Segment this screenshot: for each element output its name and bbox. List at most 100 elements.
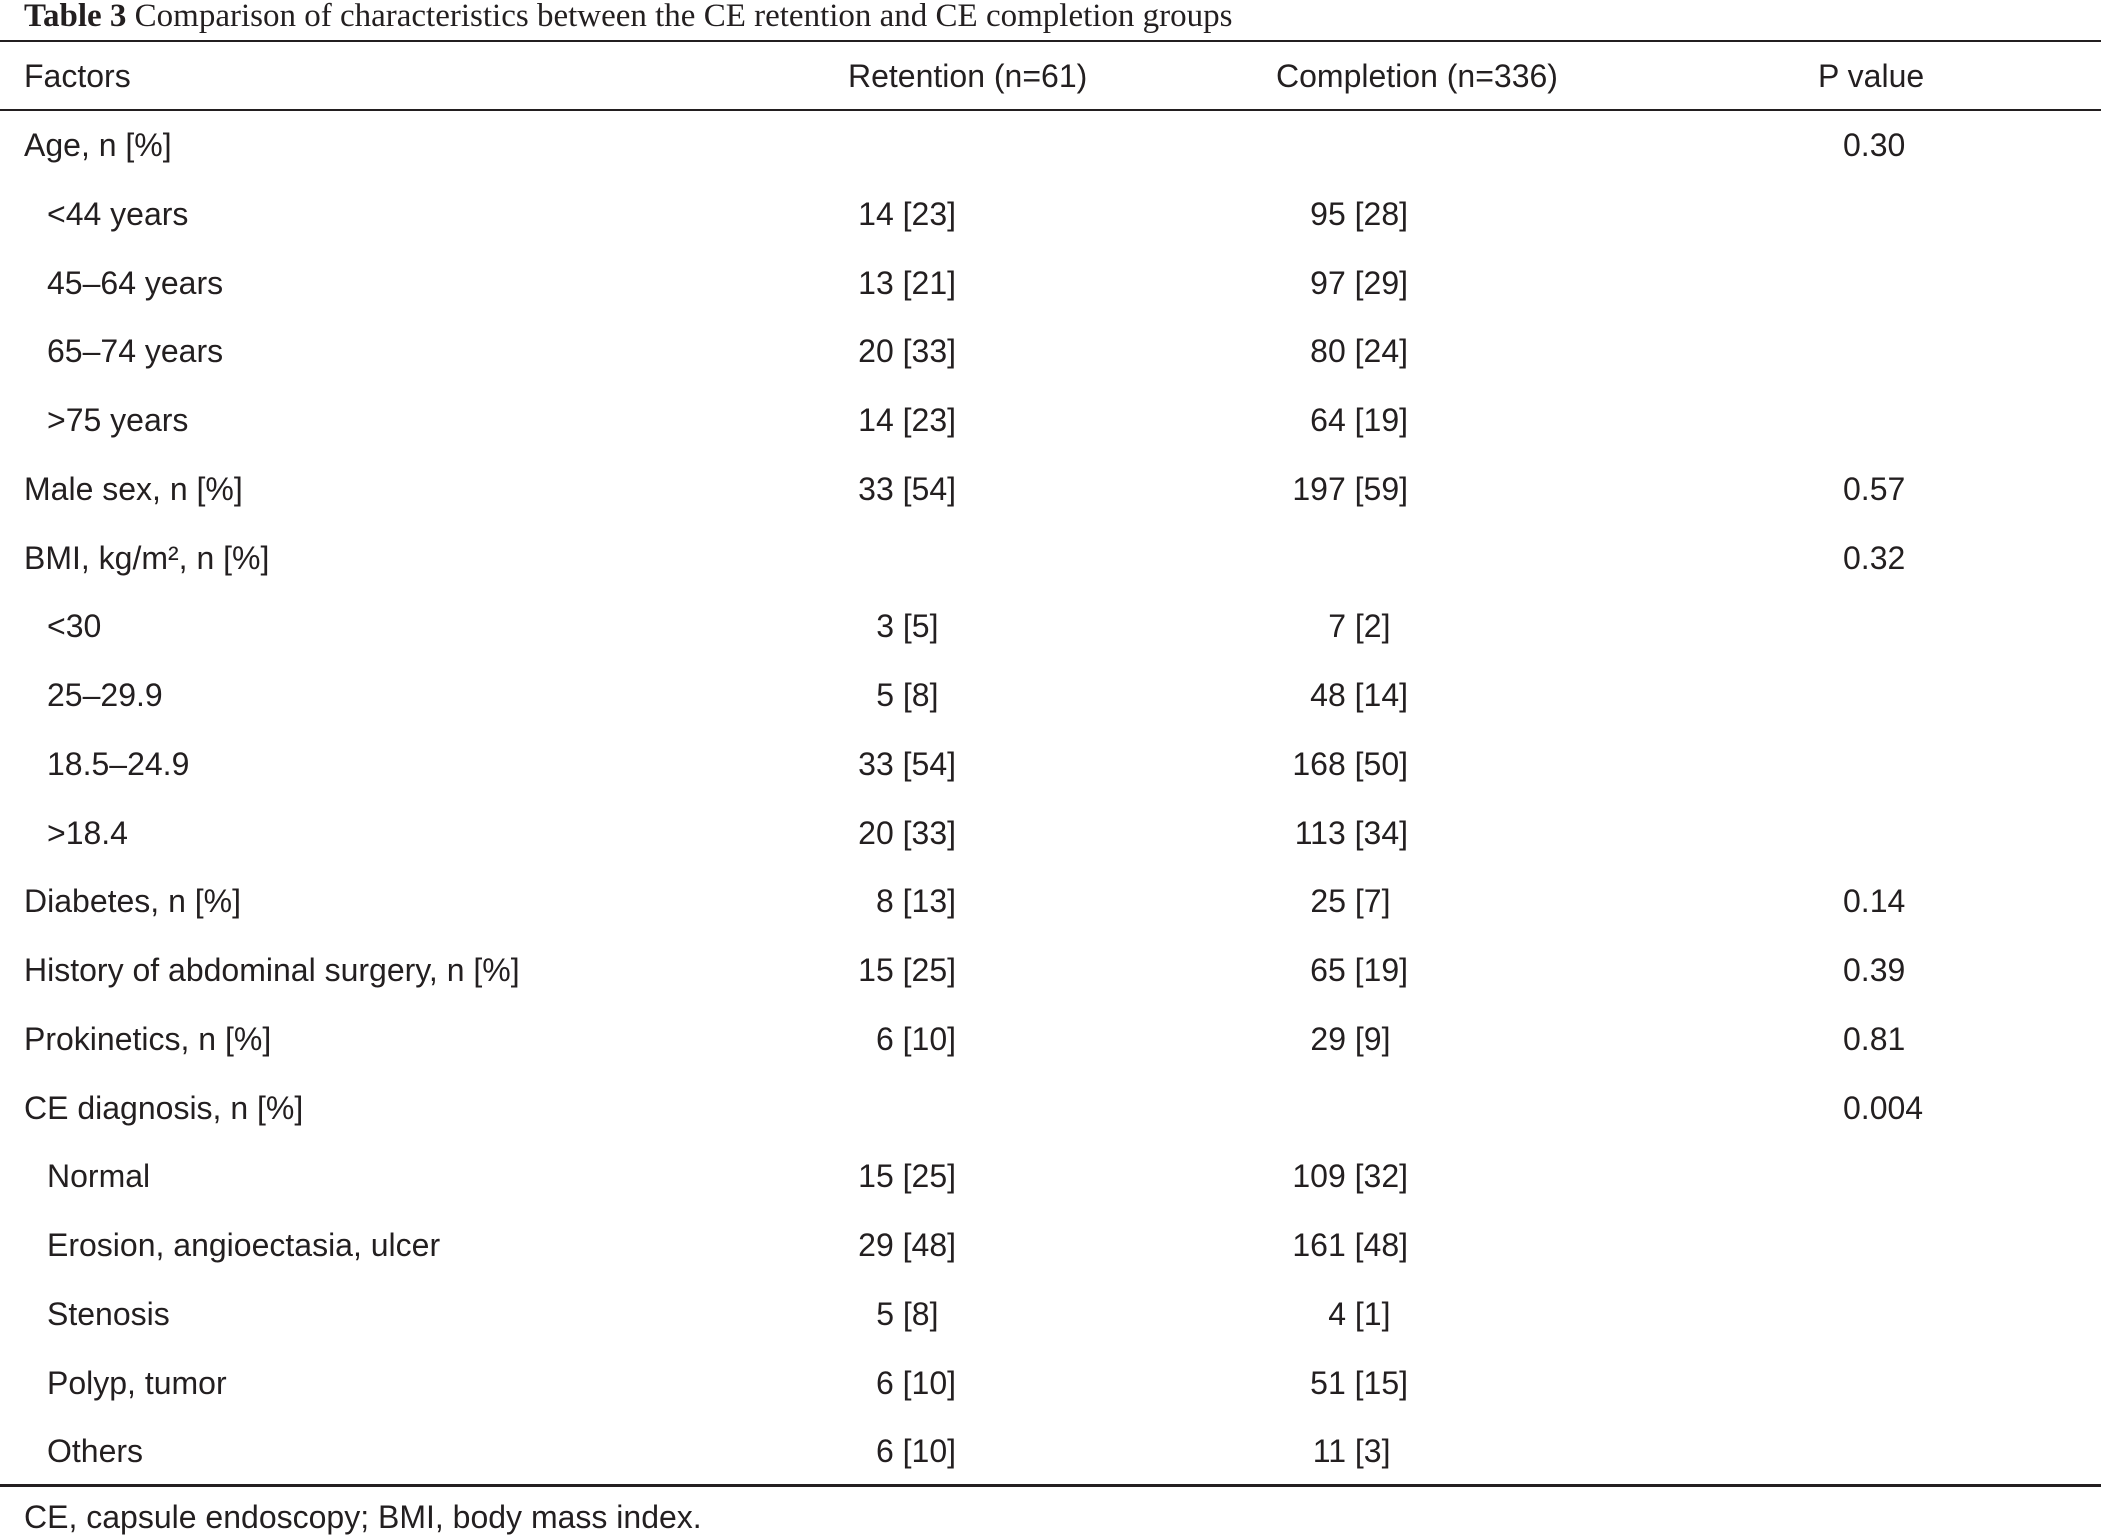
header-factors: Factors: [24, 58, 131, 94]
completion-cell: 11 [3]: [0, 1431, 1408, 1471]
percent-value: [29]: [1345, 265, 1408, 301]
count-value: 48: [1310, 677, 1346, 713]
count-value: 6: [875, 1021, 894, 1057]
count-value: 25: [1310, 883, 1346, 919]
count-value: 5: [876, 677, 894, 713]
count-value: 95: [1310, 196, 1346, 232]
completion-cell: 95 [28]: [0, 194, 1408, 234]
p-value-cell: 0.81: [1843, 1021, 1906, 1057]
percent-value: [10]: [893, 1021, 956, 1057]
percent-value: [34]: [1345, 815, 1408, 851]
factor-cell: Prokinetics, n [%]: [24, 1021, 272, 1057]
retention-cell: 5 [8]: [0, 675, 956, 715]
factor-cell: Others: [47, 1433, 144, 1469]
count-value: 15: [858, 952, 894, 988]
completion-cell: 97 [29]: [0, 263, 1408, 303]
count-value: 109: [1292, 1158, 1346, 1194]
count-value: 29: [1310, 1021, 1346, 1057]
count-value: 13: [858, 265, 894, 301]
factor-cell: >75 years: [47, 402, 189, 438]
retention-cell: 33 [54]: [0, 744, 956, 784]
retention-cell: 20 [33]: [0, 813, 956, 853]
percent-value: [8]: [894, 1296, 939, 1332]
table-caption-text: Comparison of characteristics between th…: [134, 0, 1233, 34]
percent-value: [48]: [1345, 1227, 1408, 1263]
retention-cell: 15 [25]: [0, 1156, 956, 1196]
completion-cell: [0, 1088, 1408, 1128]
count-value: 65: [1310, 952, 1346, 988]
completion-cell: [0, 125, 1408, 165]
percent-value: [15]: [1345, 1365, 1408, 1401]
retention-cell: 5 [8]: [0, 1294, 956, 1334]
retention-cell: 6 [10]: [0, 1363, 956, 1403]
percent-value: [7]: [1346, 883, 1391, 919]
count-value: 51: [1310, 1365, 1346, 1401]
completion-cell: 29 [9]: [0, 1019, 1408, 1059]
completion-cell: 109 [32]: [0, 1156, 1408, 1196]
header-p-value: P value: [1818, 58, 1925, 94]
completion-cell: 4 [1]: [0, 1294, 1408, 1334]
count-value: 161: [1292, 1227, 1346, 1263]
count-value: 33: [858, 746, 894, 782]
count-value: 15: [858, 1158, 894, 1194]
factor-cell: Polyp, tumor: [47, 1365, 227, 1401]
retention-cell: 6 [10]: [0, 1431, 956, 1471]
percent-value: [24]: [1345, 333, 1408, 369]
retention-cell: 6 [10]: [0, 1019, 956, 1059]
completion-cell: 51 [15]: [0, 1363, 1408, 1403]
percent-value: [25]: [893, 952, 956, 988]
retention-cell: 13 [21]: [0, 263, 956, 303]
top-rule: [0, 40, 2101, 42]
percent-value: [3]: [1346, 1433, 1391, 1469]
p-value-cell: 0.30: [1843, 127, 1906, 163]
factor-cell: Diabetes, n [%]: [24, 883, 241, 919]
percent-value: [21]: [893, 265, 956, 301]
count-value: 6: [875, 1365, 894, 1401]
retention-cell: 29 [48]: [0, 1225, 956, 1265]
percent-value: [1]: [1346, 1296, 1391, 1332]
percent-value: [2]: [1346, 608, 1391, 644]
percent-value: [13]: [893, 883, 956, 919]
factor-cell: 45–64 years: [47, 265, 224, 301]
factor-cell: 25–29.9: [47, 677, 163, 713]
completion-cell: [0, 538, 1408, 578]
count-value: 3: [876, 608, 894, 644]
percent-value: [48]: [893, 1227, 956, 1263]
count-value: 7: [1328, 608, 1346, 644]
header-completion: Completion (n=336): [1276, 58, 1558, 94]
count-value: 80: [1310, 333, 1346, 369]
p-value-cell: 0.57: [1843, 471, 1906, 507]
percent-value: [5]: [894, 608, 939, 644]
p-value-cell: 0.32: [1843, 540, 1906, 576]
count-value: 4: [1328, 1296, 1346, 1332]
factor-cell: 65–74 years: [47, 333, 224, 369]
factor-cell: Male sex, n [%]: [24, 471, 243, 507]
factor-cell: Normal: [47, 1158, 151, 1194]
p-value-cell: 0.004: [1843, 1090, 1924, 1126]
factor-cell: >18.4: [47, 815, 128, 851]
percent-value: [19]: [1345, 952, 1408, 988]
retention-cell: 33 [54]: [0, 469, 956, 509]
percent-value: [19]: [1345, 402, 1408, 438]
count-value: 64: [1310, 402, 1346, 438]
percent-value: [54]: [893, 471, 956, 507]
retention-cell: 14 [23]: [0, 400, 956, 440]
percent-value: [28]: [1345, 196, 1408, 232]
retention-cell: 20 [33]: [0, 331, 956, 371]
percent-value: [50]: [1345, 746, 1408, 782]
count-value: 14: [858, 402, 894, 438]
completion-cell: 197 [59]: [0, 469, 1408, 509]
percent-value: [9]: [1346, 1021, 1391, 1057]
completion-cell: 161 [48]: [0, 1225, 1408, 1265]
factor-cell: CE diagnosis, n [%]: [24, 1090, 304, 1126]
factor-cell: Age, n [%]: [24, 127, 172, 163]
completion-cell: 48 [14]: [0, 675, 1408, 715]
percent-value: [33]: [893, 815, 956, 851]
bottom-rule: [0, 1484, 2101, 1487]
count-value: 29: [858, 1227, 894, 1263]
count-value: 33: [858, 471, 894, 507]
table-caption-label: Table 3: [24, 0, 127, 34]
retention-cell: 3 [5]: [0, 606, 956, 646]
factor-cell: BMI, kg/m², n [%]: [24, 540, 270, 576]
percent-value: [33]: [893, 333, 956, 369]
